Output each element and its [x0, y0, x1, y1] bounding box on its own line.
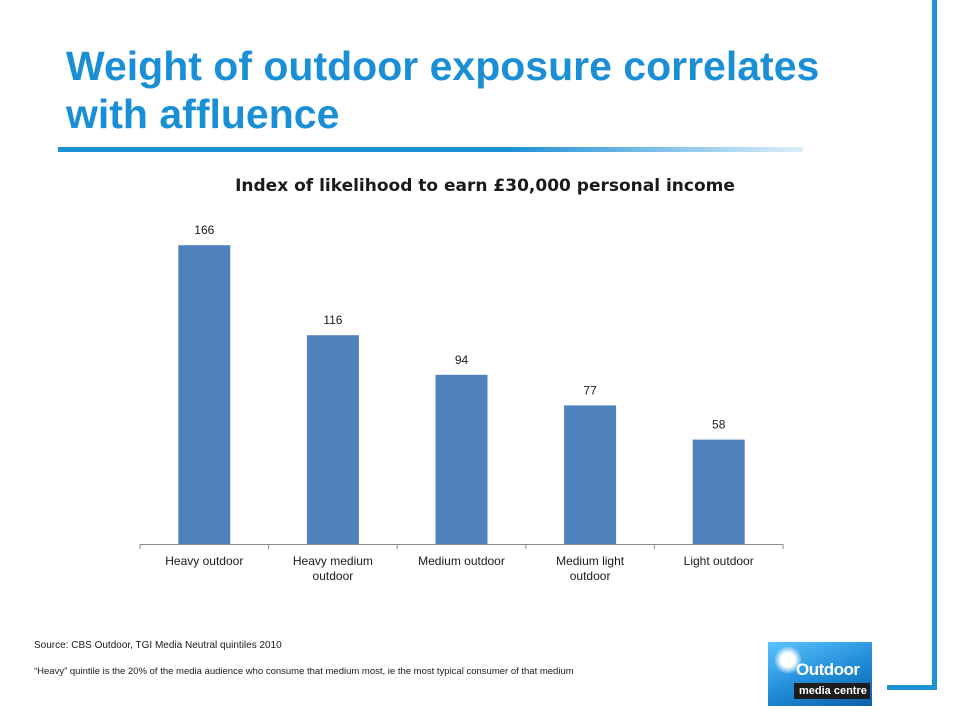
category-label-line: outdoor	[313, 569, 354, 583]
category-label-line: Medium light	[556, 554, 625, 568]
title-underline	[58, 147, 803, 152]
bar-2	[435, 374, 488, 544]
data-label-3: 77	[583, 383, 597, 397]
category-label-0: Heavy outdoor	[165, 554, 243, 568]
category-label-4: Light outdoor	[684, 554, 754, 568]
data-label-1: 116	[323, 313, 342, 327]
data-label-0: 166	[194, 223, 214, 237]
bar-3	[564, 405, 617, 544]
source-text: Source: CBS Outdoor, TGI Media Neutral q…	[34, 640, 282, 651]
x-ticks-layer	[139, 544, 784, 549]
sun-icon	[774, 646, 802, 674]
category-label-3: Medium light outdoor	[556, 554, 625, 583]
category-label-2: Medium outdoor	[418, 554, 505, 568]
bar-1	[306, 335, 359, 544]
logo-word-media-centre: media centre	[799, 685, 867, 697]
bottom-border-line	[887, 685, 937, 690]
footnote-text: “Heavy” quintile is the 20% of the media…	[34, 666, 574, 677]
category-label-line: outdoor	[570, 569, 611, 583]
category-label-line: Heavy medium	[293, 554, 373, 568]
bar-4	[692, 439, 745, 544]
data-label-4: 58	[712, 418, 726, 432]
category-label-1: Heavy medium outdoor	[293, 554, 373, 583]
data-label-2: 94	[455, 353, 469, 367]
outdoor-media-centre-logo: Outdoor media centre	[768, 642, 872, 706]
category-label-line: Medium outdoor	[418, 554, 505, 568]
slide-title: Weight of outdoor exposure correlates wi…	[66, 43, 820, 137]
right-border-line	[932, 0, 937, 690]
chart-title: Index of likelihood to earn £30,000 pers…	[235, 176, 735, 196]
bars-layer	[178, 245, 745, 544]
logo-dark-bar	[794, 683, 870, 699]
category-label-line: Heavy outdoor	[165, 554, 243, 568]
bar-0	[178, 245, 231, 544]
logo-word-outdoor: Outdoor	[796, 660, 860, 679]
category-label-line: Light outdoor	[684, 554, 754, 568]
value-labels-layer: 166 116 94 77 58	[194, 223, 725, 431]
